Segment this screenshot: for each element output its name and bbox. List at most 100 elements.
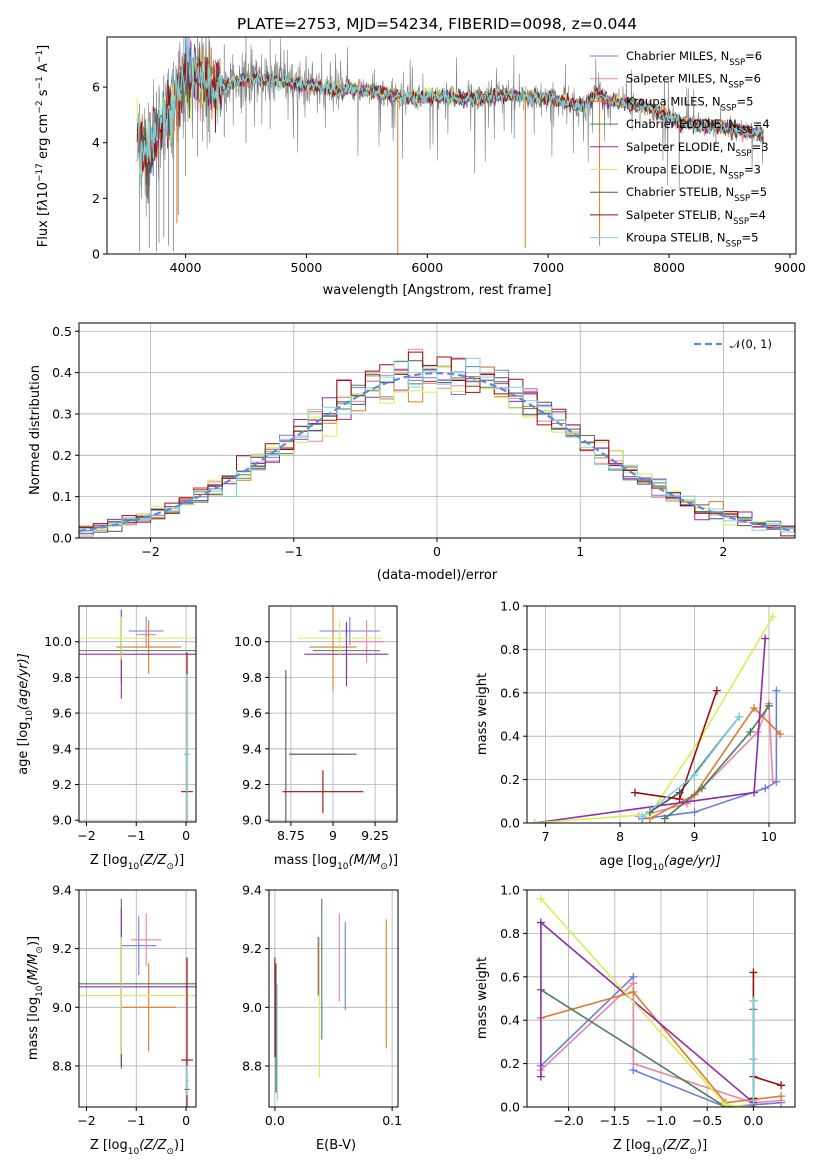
y-tick-label: 8.8 bbox=[52, 1058, 72, 1073]
label-part: (Z/Z bbox=[139, 1138, 167, 1153]
weight-point-marker bbox=[629, 979, 638, 988]
label-part: (Z/Z bbox=[139, 853, 167, 868]
legend-name: Salpeter MILES, N bbox=[626, 72, 728, 86]
label-part: )] bbox=[697, 1138, 707, 1153]
y-tick-label: 6 bbox=[92, 80, 100, 95]
label-part: λ bbox=[36, 199, 51, 208]
label-part: 10 bbox=[128, 1147, 140, 1157]
weight-point-marker bbox=[536, 1072, 545, 1081]
x-tick-label: 8 bbox=[616, 829, 624, 844]
y-axis-label: mass weight bbox=[475, 673, 490, 755]
x-tick-label: 0 bbox=[182, 1113, 190, 1128]
legend-entry: Chabrier STELIB, NSSP=5 bbox=[626, 185, 767, 204]
mass-vs-extinction-panel: 0.0 0.1 8.8 9.0 9.2 9.4 E(B-V) bbox=[242, 883, 402, 1154]
y-tick-label: 0.8 bbox=[500, 642, 520, 657]
weight-point-marker bbox=[750, 703, 759, 712]
legend-suffix: =6 bbox=[745, 49, 762, 63]
label-part: (age/yr)] bbox=[16, 653, 31, 710]
weight-point-marker bbox=[660, 814, 669, 823]
legend-entry: Salpeter ELODIE, NSSP=3 bbox=[626, 140, 769, 159]
label-part: −17 bbox=[35, 163, 45, 182]
y-tick-label: 0.0 bbox=[52, 531, 72, 546]
weight-point-marker bbox=[768, 775, 777, 784]
x-tick-label: −2 bbox=[77, 1113, 95, 1128]
plot-area bbox=[274, 898, 387, 1102]
plot-area bbox=[136, 37, 764, 254]
axes-frame bbox=[268, 605, 398, 823]
legend-entry: Chabrier ELODIE, NSSP=4 bbox=[626, 117, 770, 136]
y-axis-label: mass weight bbox=[475, 957, 490, 1039]
label-part: −2 bbox=[35, 100, 45, 113]
weight-point-marker bbox=[776, 730, 785, 739]
x-tick-label: 0 bbox=[182, 828, 190, 843]
weight-point-marker bbox=[749, 996, 758, 1005]
legend-sub: SSP bbox=[733, 217, 749, 227]
plot-area bbox=[79, 609, 196, 822]
weight-point-marker bbox=[536, 894, 545, 903]
x-tick-label: 7000 bbox=[532, 260, 564, 275]
y-tick-label: 0.2 bbox=[500, 1056, 520, 1071]
legend-name: Kroupa ELODIE, N bbox=[626, 163, 728, 177]
legend-suffix: =3 bbox=[752, 140, 769, 154]
y-tick-label: 9.0 bbox=[242, 1000, 262, 1015]
legend-name: Kroupa STELIB, N bbox=[626, 231, 726, 245]
label-part: Z [log bbox=[90, 1138, 128, 1153]
plot-area bbox=[79, 898, 196, 1107]
weight-series-line bbox=[534, 616, 774, 823]
y-tick-label: 4 bbox=[92, 135, 100, 150]
x-tick-label: 0.0 bbox=[265, 1113, 285, 1128]
weight-point-marker bbox=[749, 1096, 758, 1105]
label-part: Z [log bbox=[90, 853, 128, 868]
weight-point-marker bbox=[768, 612, 777, 621]
weight-point-marker bbox=[764, 701, 773, 710]
plot-area bbox=[282, 606, 389, 822]
x-tick-label: 8000 bbox=[653, 260, 685, 275]
legend-sub: SSP bbox=[729, 58, 745, 68]
x-axis-label: Z [log10(Z/Z⊙)] bbox=[90, 853, 184, 872]
y-tick-label: 9.6 bbox=[242, 706, 262, 721]
y-tick-label: 9.0 bbox=[242, 813, 262, 828]
y-tick-label: 10.0 bbox=[234, 634, 262, 649]
legend-entry: Kroupa STELIB, NSSP=5 bbox=[626, 231, 758, 250]
y-tick-label: 0.0 bbox=[500, 1100, 520, 1115]
weight-point-marker bbox=[629, 1059, 638, 1068]
label-part: )] bbox=[26, 936, 41, 946]
weight-point-marker bbox=[536, 918, 545, 927]
weight-point-marker bbox=[761, 784, 770, 793]
weight-series-line bbox=[634, 690, 718, 800]
label-part: )] bbox=[388, 853, 398, 868]
legend-sub: SSP bbox=[737, 126, 753, 136]
label-part: −1 bbox=[35, 76, 45, 89]
axes-frame bbox=[268, 889, 399, 1108]
weight-series-line bbox=[649, 706, 781, 820]
label-part: 10 bbox=[651, 1147, 663, 1157]
legend-name: Salpeter STELIB, N bbox=[626, 208, 733, 222]
label-part: 10 bbox=[337, 862, 349, 872]
weight-point-marker bbox=[746, 727, 755, 736]
x-tick-label: 5000 bbox=[291, 260, 323, 275]
x-tick-label: 2 bbox=[719, 544, 727, 559]
y-tick-label: 0.6 bbox=[500, 969, 520, 984]
label-part: mass [log bbox=[274, 853, 337, 868]
x-tick-label: 10 bbox=[761, 829, 777, 844]
normal-reference-curve bbox=[79, 371, 795, 532]
y-tick-label: 9.8 bbox=[52, 670, 72, 685]
weight-point-marker bbox=[690, 808, 699, 817]
weight-point-marker bbox=[772, 686, 781, 695]
x-axis-label: Z [log10(Z/Z⊙)] bbox=[613, 1138, 707, 1157]
y-tick-label: 0.4 bbox=[52, 365, 72, 380]
y-tick-label: 1.0 bbox=[500, 599, 520, 614]
weight-point-marker bbox=[712, 686, 721, 695]
weight-point-marker bbox=[629, 987, 638, 996]
label-part: s bbox=[36, 89, 51, 100]
y-tick-label: 0.8 bbox=[500, 926, 520, 941]
label-part: 10 bbox=[35, 985, 45, 997]
x-tick-label: 0.1 bbox=[382, 1113, 402, 1128]
y-tick-label: 0.3 bbox=[52, 406, 72, 421]
axes-frame bbox=[526, 889, 796, 1108]
legend-name: Chabrier STELIB, N bbox=[626, 185, 734, 199]
legend-suffix: =5 bbox=[750, 185, 767, 199]
x-tick-label: 0.0 bbox=[743, 1113, 763, 1128]
